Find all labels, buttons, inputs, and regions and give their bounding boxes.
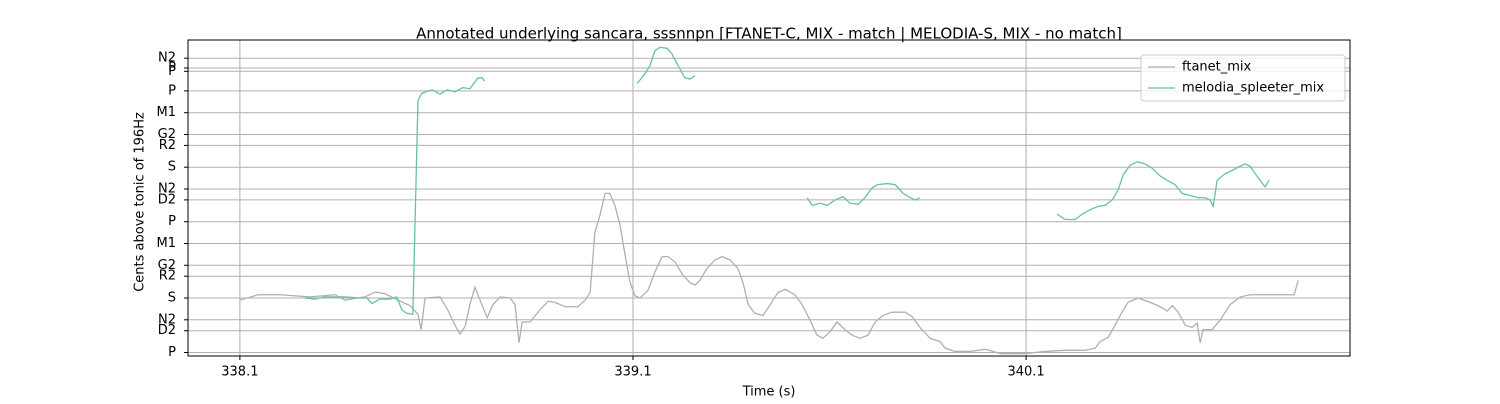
y-tick-label: G2: [158, 127, 176, 142]
series-line: [239, 192, 1299, 355]
y-tick-label: P: [168, 64, 176, 79]
x-axis-label: Time (s): [742, 385, 796, 400]
x-tick-label: 339.1: [614, 365, 651, 380]
y-tick-label: G2: [158, 258, 176, 273]
legend: ftanet_mix melodia_spleeter_mix: [1140, 54, 1346, 102]
chart-title: Annotated underlying sancara, sssnnpn [F…: [416, 25, 1122, 43]
y-axis-label: Cents above tonic of 196Hz: [133, 112, 148, 292]
y-tick-label: P: [168, 61, 176, 76]
y-tick-label: N2: [158, 51, 176, 66]
x-tick-label: 340.1: [1007, 365, 1044, 380]
y-tick-label: N2: [158, 312, 176, 327]
y-tick-label: R2: [159, 269, 176, 284]
y-tick-label: N2: [158, 182, 176, 197]
y-tick-label: P: [168, 345, 176, 360]
y-tick-label: D2: [158, 192, 176, 207]
y-tick-label: P: [168, 83, 176, 98]
series-line: [304, 46, 1270, 316]
legend-label: ftanet_mix: [1182, 60, 1252, 75]
y-tick-label: P: [168, 214, 176, 229]
x-tick-label: 338.1: [221, 365, 258, 380]
y-tick-label: M1: [157, 105, 177, 120]
y-tick-label: M1: [157, 236, 177, 251]
y-tick-label: R2: [159, 138, 176, 153]
y-tick-label: S: [168, 291, 176, 306]
y-tick-label: D2: [158, 323, 176, 338]
plot-frame: [187, 39, 1351, 357]
legend-box: [1140, 54, 1346, 102]
legend-label: melodia_spleeter_mix: [1182, 81, 1324, 96]
y-tick-label: S: [168, 160, 176, 175]
